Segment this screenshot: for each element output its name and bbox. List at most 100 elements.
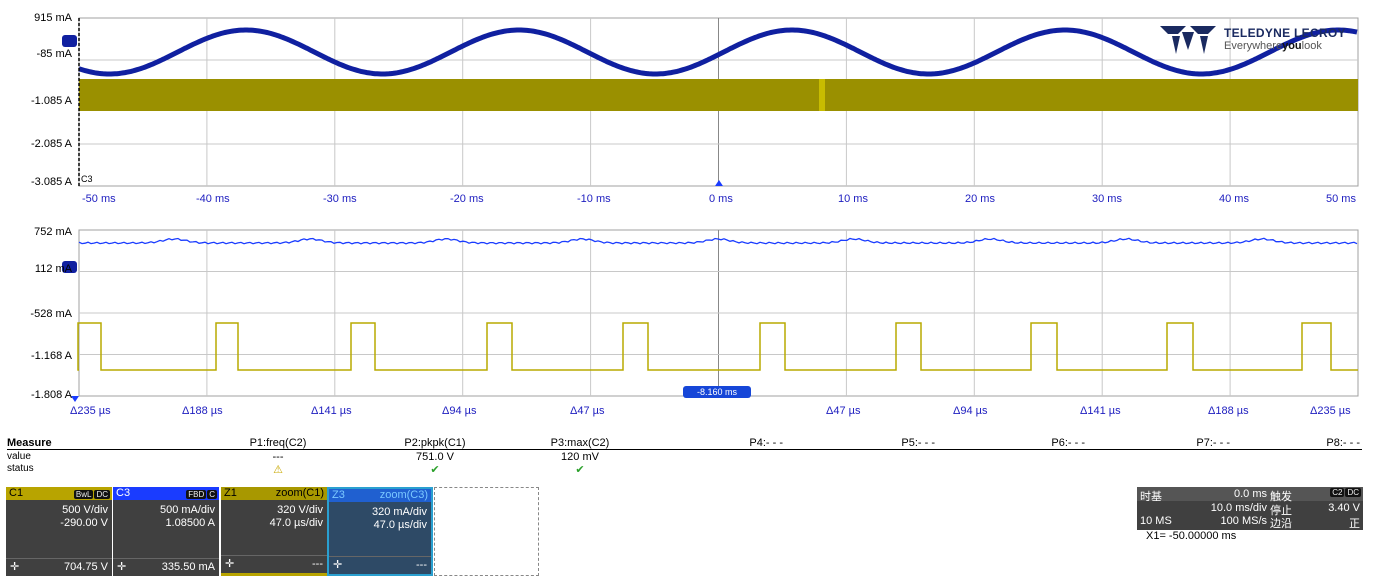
measure-title: Measure bbox=[7, 437, 52, 449]
trigger-type: 边沿 bbox=[1270, 518, 1292, 530]
channel-c1-box[interactable]: C1 BwL DC 500 V/div -290.00 V ✛ 704.75 V bbox=[6, 487, 112, 576]
timebase-label: 时基 bbox=[1140, 491, 1162, 503]
teledyne-lecroy-logo: TELEDYNE LECROY Everywhereyoulook bbox=[1160, 22, 1360, 62]
timebase-trigger-panel[interactable]: 时基 0.0 ms 触发 C2 DC 10.0 ms/div 停止 3.40 V … bbox=[1137, 487, 1363, 530]
lower-y-label: -528 mA bbox=[30, 308, 72, 320]
lower-x-label: Δ235 µs bbox=[70, 405, 111, 417]
measure-param-value: 751.0 V bbox=[416, 451, 454, 463]
measure-param-name[interactable]: P4:- - - bbox=[749, 437, 783, 449]
channel-c1-tags: BwL DC bbox=[73, 490, 110, 499]
channel-c3-box[interactable]: C3 FBD C 500 mA/div 1.08500 A ✛ 335.50 mA bbox=[113, 487, 219, 576]
channel-z3-name: Z3 bbox=[332, 489, 345, 501]
upper-x-label: 20 ms bbox=[965, 193, 995, 205]
upper-y-label: -3.085 A bbox=[31, 176, 72, 188]
c3-sine-waveform bbox=[78, 27, 1358, 77]
channel-c3-vdiv: 500 mA/div bbox=[159, 504, 215, 516]
channel-c3-tags: FBD C bbox=[186, 490, 217, 499]
lower-x-label: Δ188 µs bbox=[182, 405, 223, 417]
measure-param-name[interactable]: P6:- - - bbox=[1051, 437, 1085, 449]
lower-x-label: Δ94 µs bbox=[442, 405, 477, 417]
measure-param-name[interactable]: P5:- - - bbox=[901, 437, 935, 449]
lower-y-label: 752 mA bbox=[34, 226, 72, 238]
measure-param-name[interactable]: P2:pkpk(C1) bbox=[404, 437, 466, 449]
channel-z1-tdiv: 47.0 µs/div bbox=[269, 517, 323, 529]
upper-x-label: -30 ms bbox=[323, 193, 357, 205]
upper-x-label: -20 ms bbox=[450, 193, 484, 205]
timebase-rate: 100 MS/s bbox=[1220, 515, 1267, 527]
check-icon: ✔ bbox=[430, 464, 440, 476]
lower-y-label: 112 mA bbox=[34, 263, 72, 275]
lower-x-label: Δ47 µs bbox=[570, 405, 605, 417]
c3-trace-tag: C3 bbox=[81, 174, 93, 184]
measure-param-name[interactable]: P3:max(C2) bbox=[550, 437, 610, 449]
channel-c1-readout: 704.75 V bbox=[63, 561, 108, 573]
channel-z3-box[interactable]: Z3 zoom(C3) 320 mA/div 47.0 µs/div ✛ --- bbox=[327, 487, 433, 576]
timebase-timediv: 10.0 ms/div bbox=[1210, 502, 1267, 514]
measure-param-name[interactable]: P8:- - - bbox=[1326, 437, 1360, 449]
measure-param-name[interactable]: P1:freq(C2) bbox=[249, 437, 307, 449]
upper-y-label: -1.085 A bbox=[31, 95, 72, 107]
upper-x-label: 30 ms bbox=[1092, 193, 1122, 205]
upper-x-label: 10 ms bbox=[838, 193, 868, 205]
logo-brand-text: TELEDYNE LECROY bbox=[1224, 26, 1346, 40]
upper-y-label: -2.085 A bbox=[31, 138, 72, 150]
arrow-up-icon: ✛ bbox=[10, 561, 20, 573]
logo-tagline: Everywhereyoulook bbox=[1224, 40, 1322, 52]
check-icon: ✔ bbox=[575, 464, 585, 476]
upper-x-label: 40 ms bbox=[1219, 193, 1249, 205]
arrow-up-icon: ✛ bbox=[117, 561, 127, 573]
trigger-label: 触发 bbox=[1270, 491, 1292, 503]
c3-ground-marker bbox=[62, 35, 77, 47]
channel-z1-box[interactable]: Z1 zoom(C1) 320 V/div 47.0 µs/div ✛ --- bbox=[221, 487, 327, 576]
z1-voltage-waveform bbox=[77, 322, 1358, 371]
upper-x-label: 50 ms bbox=[1326, 193, 1356, 205]
upper-y-label: 915 mA bbox=[34, 12, 72, 24]
measure-divider bbox=[7, 449, 1362, 450]
channel-c1-offset: -290.00 V bbox=[60, 517, 108, 529]
z3-ground-marker bbox=[62, 261, 77, 273]
warning-icon: ⚠ bbox=[273, 464, 283, 476]
channel-c3-name: C3 bbox=[116, 487, 131, 499]
lower-x-label: Δ235 µs bbox=[1310, 405, 1351, 417]
lower-x-label: Δ141 µs bbox=[1080, 405, 1121, 417]
channel-c1-vdiv: 500 V/div bbox=[62, 504, 108, 516]
channel-z3-source: zoom(C3) bbox=[379, 489, 428, 501]
zoom-start-marker bbox=[71, 396, 79, 402]
upper-y-label: -85 mA bbox=[36, 48, 72, 60]
trigger-slope: 正 bbox=[1349, 518, 1360, 530]
logo-mark-icon bbox=[1160, 26, 1216, 54]
channel-c3-readout: 335.50 mA bbox=[161, 561, 215, 573]
channel-z1-vdiv: 320 V/div bbox=[277, 504, 323, 516]
cursor-x1-readout: X1= -50.00000 ms bbox=[1146, 530, 1237, 542]
empty-channel-slot[interactable] bbox=[434, 487, 539, 576]
timebase-delay: 0.0 ms bbox=[1233, 488, 1267, 500]
lower-y-label: -1.808 A bbox=[31, 389, 72, 401]
arrow-up-icon: ✛ bbox=[333, 559, 343, 571]
channel-z1-source: zoom(C1) bbox=[275, 487, 324, 499]
trigger-level: 3.40 V bbox=[1328, 502, 1360, 514]
channel-c3-offset: 1.08500 A bbox=[165, 517, 215, 529]
measure-param-name[interactable]: P7:- - - bbox=[1196, 437, 1230, 449]
upper-x-label: -50 ms bbox=[82, 193, 116, 205]
channel-z1-readout: --- bbox=[312, 558, 323, 570]
channel-z3-vdiv: 320 mA/div bbox=[371, 506, 427, 518]
lower-x-label: Δ141 µs bbox=[311, 405, 352, 417]
zoom-position-badge[interactable]: -8.160 ms bbox=[683, 386, 751, 398]
upper-x-label: 0 ms bbox=[709, 193, 733, 205]
measure-row-label-status: status bbox=[7, 463, 34, 474]
measure-row-label-value: value bbox=[7, 451, 31, 462]
arrow-up-icon: ✛ bbox=[225, 558, 235, 570]
trigger-time-marker bbox=[715, 180, 723, 186]
upper-x-label: -40 ms bbox=[196, 193, 230, 205]
lower-x-label: Δ188 µs bbox=[1208, 405, 1249, 417]
waveform-display[interactable] bbox=[0, 0, 1380, 410]
c1-waveform-band bbox=[79, 79, 1358, 111]
c1-band-marker bbox=[819, 79, 825, 111]
measure-param-value: 120 mV bbox=[561, 451, 599, 463]
timebase-samples: 10 MS bbox=[1140, 515, 1172, 527]
channel-c1-name: C1 bbox=[9, 487, 24, 499]
lower-x-label: Δ94 µs bbox=[953, 405, 988, 417]
trigger-mode: 停止 bbox=[1270, 505, 1292, 517]
channel-z3-tdiv: 47.0 µs/div bbox=[373, 519, 427, 531]
upper-x-label: -10 ms bbox=[577, 193, 611, 205]
